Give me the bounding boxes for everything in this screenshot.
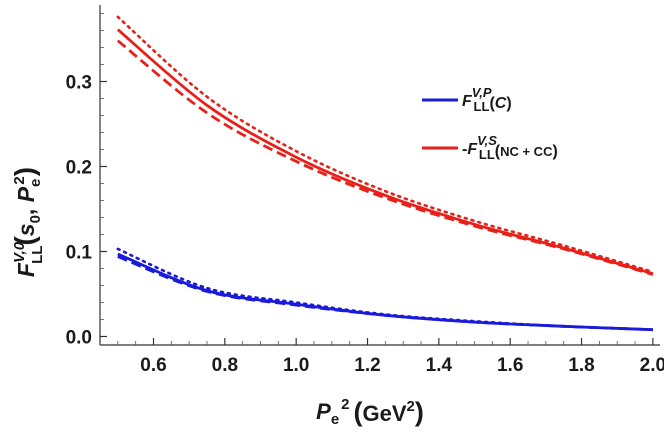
x-tick-label: 1.2 bbox=[354, 355, 380, 376]
legend-label: -FV,S LL(NC + CC) bbox=[462, 133, 558, 162]
y-tick-label: 0.0 bbox=[66, 328, 92, 349]
series-line-2 bbox=[116, 15, 655, 274]
x-tick-label: 0.6 bbox=[140, 355, 166, 376]
legend-label: FV,P LL(C) bbox=[462, 85, 512, 114]
x-tick-label: 0.8 bbox=[212, 355, 238, 376]
axes: 0.6 0.8 1.0 1.2 1.4 1.6 1.8 2.0 0.0 0.1 0.2 0.3 bbox=[66, 5, 664, 376]
x-tick-label: 1.8 bbox=[568, 355, 594, 376]
series-line-1 bbox=[116, 39, 654, 276]
x-tick-label: 1.6 bbox=[497, 355, 523, 376]
x-tick-label: 2.0 bbox=[640, 355, 664, 376]
y-tick-label: 0.2 bbox=[66, 158, 92, 179]
series-line-3 bbox=[117, 252, 653, 332]
y-axis-title: FV,0LL(s0, Pe2) bbox=[9, 167, 46, 277]
y-tick-label: 0.3 bbox=[66, 73, 92, 94]
series-line-4 bbox=[117, 255, 653, 332]
x-tick-label: 1.0 bbox=[283, 355, 309, 376]
series-line-5 bbox=[116, 247, 655, 331]
y-tick-label: 0.1 bbox=[66, 243, 93, 264]
x-axis-title: Pe2 (GeV2) bbox=[316, 396, 424, 428]
x-tick-label: 1.4 bbox=[426, 355, 453, 376]
series-layer bbox=[116, 15, 655, 332]
series-line-0 bbox=[116, 28, 654, 275]
legend: FV,P LL(C) -FV,S LL(NC + CC) bbox=[422, 85, 558, 162]
